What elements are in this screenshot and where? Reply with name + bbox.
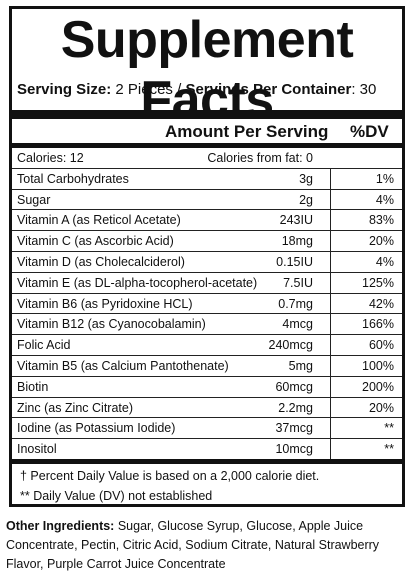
- nutrient-name: Vitamin B6 (as Pyridoxine HCL): [17, 296, 193, 311]
- servings-per-container-label: Servings Per Container: [185, 81, 352, 98]
- nutrient-table: Calories: 12 Calories from fat: 0 Total …: [12, 148, 402, 460]
- nutrient-name: Sugar: [17, 192, 51, 207]
- calories-label: Calories: 12: [17, 151, 84, 165]
- table-row: Total Carbohydrates 3g 1%: [12, 169, 402, 190]
- nutrient-amount: 10mcg: [275, 442, 313, 457]
- nutrient-name: Vitamin E (as DL-alpha-tocopherol-acetat…: [17, 275, 258, 290]
- nutrient-dv: 1%: [375, 171, 394, 186]
- daily-value-footnote: † Percent Daily Value is based on a 2,00…: [20, 469, 320, 483]
- nutrient-amount: 243IU: [279, 213, 313, 228]
- nutrient-dv: 4%: [375, 254, 394, 269]
- nutrient-amount: 240mcg: [268, 338, 313, 353]
- dv-column-divider: [330, 169, 331, 459]
- nutrient-dv: 83%: [368, 213, 394, 228]
- nutrient-name: Vitamin C (as Ascorbic Acid): [17, 234, 174, 249]
- table-row: Vitamin C (as Ascorbic Acid) 18mg 20%: [12, 231, 402, 252]
- nutrient-dv: 20%: [368, 234, 394, 249]
- serving-size-label: Serving Size:: [17, 81, 112, 98]
- nutrient-amount: 2g: [299, 192, 313, 207]
- nutrient-amount: 60mcg: [275, 379, 313, 394]
- nutrient-name: Vitamin B12 (as Cyanocobalamin): [17, 317, 206, 332]
- nutrient-amount: 5mg: [288, 358, 313, 373]
- table-row: Vitamin D (as Cholecalciderol) 0.15IU 4%: [12, 252, 402, 273]
- table-row: Vitamin B12 (as Cyanocobalamin) 4mcg 166…: [12, 314, 402, 336]
- panel-title: Supplement Facts: [60, 11, 354, 129]
- nutrient-amount: 0.7mg: [278, 296, 313, 311]
- nutrient-dv: **: [384, 442, 394, 457]
- table-row: Inositol 10mcg **: [12, 439, 402, 460]
- table-row: Folic Acid 240mcg 60%: [12, 335, 402, 356]
- nutrient-name: Total Carbohydrates: [17, 171, 129, 186]
- nutrient-name: Vitamin A (as Reticol Acetate): [17, 213, 181, 228]
- other-ingredients: Other Ingredients: Sugar, Glucose Syrup,…: [6, 517, 410, 574]
- nutrient-dv: 20%: [368, 400, 394, 415]
- table-row: Vitamin B5 (as Calcium Pantothenate) 5mg…: [12, 356, 402, 377]
- supplement-facts-panel: Supplement Facts Serving Size: 2 Pieces …: [9, 6, 405, 507]
- thick-divider: [12, 110, 402, 119]
- bottom-divider: [12, 459, 402, 464]
- nutrient-amount: 37mcg: [275, 421, 313, 436]
- table-row: Biotin 60mcg 200%: [12, 377, 402, 398]
- nutrient-amount: 3g: [299, 171, 313, 186]
- table-row: Sugar 2g 4%: [12, 190, 402, 211]
- servings-per-container-value: : 30: [351, 81, 377, 98]
- serving-separator: /: [177, 81, 182, 98]
- calories-from-fat: Calories from fat: 0: [207, 151, 313, 165]
- nutrient-name: Vitamin D (as Cholecalciderol): [17, 254, 185, 269]
- table-row: Vitamin E (as DL-alpha-tocopherol-acetat…: [12, 273, 402, 294]
- nutrient-amount: 2.2mg: [278, 400, 313, 415]
- nutrient-dv: 42%: [368, 296, 394, 311]
- nutrient-dv: **: [384, 421, 394, 436]
- table-row: Vitamin B6 (as Pyridoxine HCL) 0.7mg 42%: [12, 294, 402, 315]
- nutrient-name: Folic Acid: [17, 338, 71, 353]
- nutrient-name: Zinc (as Zinc Citrate): [17, 400, 133, 415]
- table-row: Zinc (as Zinc Citrate) 2.2mg 20%: [12, 398, 402, 419]
- serving-info: Serving Size: 2 Pieces / Servings Per Co…: [17, 81, 376, 99]
- nutrient-dv: 125%: [362, 275, 394, 290]
- amount-per-serving-header: Amount Per Serving: [165, 122, 329, 141]
- nutrient-name: Biotin: [17, 379, 49, 394]
- nutrient-amount: 18mg: [281, 234, 313, 249]
- nutrient-name: Iodine (as Potassium Iodide): [17, 421, 176, 436]
- dv-not-established-footnote: ** Daily Value (DV) not established: [20, 489, 213, 503]
- dv-header: %DV: [350, 122, 389, 141]
- nutrient-dv: 100%: [362, 358, 394, 373]
- serving-size-value: 2 Pieces: [115, 81, 173, 98]
- nutrient-amount: 4mcg: [282, 317, 313, 332]
- nutrient-dv: 200%: [362, 379, 394, 394]
- table-row: Vitamin A (as Reticol Acetate) 243IU 83%: [12, 210, 402, 232]
- table-row: Iodine (as Potassium Iodide) 37mcg **: [12, 418, 402, 440]
- nutrient-name: Inositol: [17, 442, 57, 457]
- nutrient-dv: 60%: [368, 338, 394, 353]
- other-ingredients-label: Other Ingredients:: [6, 519, 115, 533]
- other-ingredients-text: Sugar, Glucose Syrup, Glucose, Apple Jui…: [6, 519, 380, 571]
- calories-row: Calories: 12 Calories from fat: 0: [12, 148, 402, 169]
- nutrient-amount: 7.5IU: [283, 275, 313, 290]
- nutrient-dv: 4%: [375, 192, 394, 207]
- nutrient-name: Vitamin B5 (as Calcium Pantothenate): [17, 358, 229, 373]
- nutrient-amount: 0.15IU: [276, 254, 313, 269]
- medium-divider: [12, 143, 402, 148]
- nutrient-dv: 166%: [362, 317, 394, 332]
